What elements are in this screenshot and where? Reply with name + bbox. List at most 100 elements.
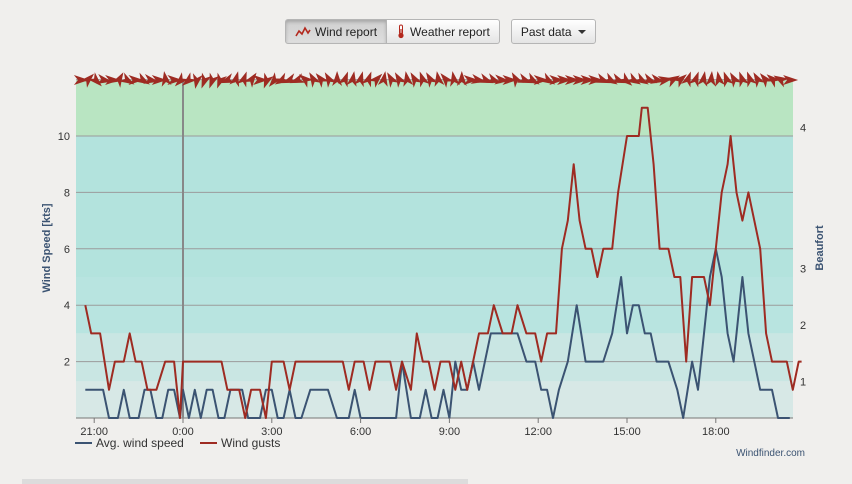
wind-arrow-icon <box>649 74 666 84</box>
wind-arrow-icon <box>410 72 423 88</box>
y-axis-title: Wind Speed [kts] <box>41 203 53 292</box>
arrow-shape <box>289 73 306 84</box>
arrow-shape <box>111 72 124 88</box>
arrow-shape <box>580 75 596 85</box>
wind-arrow-icon <box>456 71 467 86</box>
arrow-shape <box>299 74 314 88</box>
arrow-shape <box>201 72 212 89</box>
x-tick-label: 6:00 <box>350 426 371 438</box>
wind-arrow-icon <box>434 71 445 87</box>
arrow-shape <box>664 75 680 88</box>
band-3 <box>76 136 793 277</box>
wind-arrow-icon <box>539 72 556 85</box>
wind-arrow-icon <box>494 74 510 85</box>
arrow-shape <box>681 71 691 88</box>
arrow-shape <box>773 75 789 88</box>
wind-arrow-icon <box>192 73 203 89</box>
wind-arrow-icon <box>580 75 596 85</box>
wind-arrow-icon <box>299 74 314 88</box>
arrow-shape <box>79 73 95 88</box>
arrow-shape <box>219 73 236 84</box>
wind-arrow-icon <box>201 72 212 89</box>
wind-arrow-icon <box>346 71 357 87</box>
arrow-shape <box>338 71 348 88</box>
series-lines <box>84 106 802 419</box>
beaufort-tick-label: 1 <box>800 376 806 388</box>
arrow-shape <box>485 73 502 84</box>
band-1 <box>76 333 793 382</box>
report-tabs: Wind report Weather report <box>285 19 500 44</box>
arrow-shape <box>119 72 135 85</box>
wind-arrow-icon <box>783 75 799 85</box>
wind-arrow-icon <box>368 73 383 88</box>
arrow-shape <box>426 72 438 88</box>
wind-arrow-icon <box>354 71 364 88</box>
arrow-shape <box>649 74 666 84</box>
arrow-shape <box>697 71 708 87</box>
wind-arrow-icon <box>773 75 789 88</box>
arrow-shape <box>715 71 725 87</box>
arrow-shape <box>511 72 524 88</box>
wind-arrow-icon <box>697 71 708 87</box>
weather-report-button[interactable]: Weather report <box>387 19 500 44</box>
wind-arrow-icon <box>219 73 236 84</box>
wind-arrow-icon <box>440 73 454 88</box>
arrow-shape <box>354 71 364 88</box>
arrow-shape <box>192 73 203 89</box>
beaufort-tick-label: 2 <box>800 320 806 332</box>
wind-arrow-icon <box>394 72 407 88</box>
wind-arrow-icon <box>723 71 734 88</box>
arrow-shape <box>739 71 750 88</box>
wind-arrow-icon <box>174 72 189 87</box>
wind-arrow-icon <box>426 72 438 88</box>
arrow-shape <box>410 72 423 88</box>
arrow-shape <box>268 72 283 87</box>
legend-label-gust: Wind gusts <box>221 436 280 450</box>
arrow-shape <box>209 72 220 89</box>
arrow-shape <box>105 75 121 85</box>
wind-arrow-icon <box>253 75 269 85</box>
wind-arrow-icon <box>105 75 121 85</box>
arrow-shape <box>440 73 454 88</box>
arrow-shape <box>564 75 580 85</box>
arrow-shape <box>315 73 330 88</box>
arrow-shape <box>672 74 687 88</box>
arrow-shape <box>263 72 274 89</box>
arrow-shape <box>494 74 510 85</box>
wind-arrow-icon <box>419 71 430 88</box>
arrow-shape <box>705 71 716 87</box>
wind-arrow-icon <box>324 72 337 88</box>
y-tick-label: 4 <box>64 300 70 312</box>
arrow-shape <box>128 75 144 85</box>
thermometer-icon <box>398 24 404 39</box>
arrow-shape <box>723 71 734 88</box>
wind-arrow-icon <box>688 71 699 88</box>
past-data-dropdown[interactable]: Past data <box>510 19 596 44</box>
wind-arrow-icon <box>79 73 95 88</box>
wind-arrow-icon <box>236 71 247 88</box>
arrow-shape <box>346 71 357 87</box>
wind-arrow-icon <box>182 72 197 86</box>
arrow-shape <box>588 75 604 85</box>
wind-arrow-icon <box>309 72 322 88</box>
arrow-shape <box>182 72 197 86</box>
wind-arrow-icon <box>463 75 479 85</box>
wind-report-label: Wind report <box>315 24 378 39</box>
wind-arrow-icon <box>485 73 502 84</box>
caret-down-icon <box>577 29 586 34</box>
wind-arrow-icon <box>557 75 573 85</box>
wind-arrow-icon <box>229 71 240 88</box>
arrow-shape <box>309 72 322 88</box>
wind-arrow-icon <box>715 71 725 87</box>
arrow-shape <box>463 75 479 85</box>
arrow-shape <box>557 75 573 85</box>
arrow-shape <box>753 72 766 88</box>
scrollbar-track[interactable] <box>22 479 468 484</box>
wind-arrow-icon <box>377 71 388 87</box>
wind-arrow-icon <box>217 72 227 89</box>
x-tick-label: 15:00 <box>613 426 641 438</box>
wind-arrow-icon <box>588 75 604 85</box>
arrow-shape <box>161 71 172 87</box>
credit-text: Windfinder.com <box>736 448 805 459</box>
wind-report-button[interactable]: Wind report <box>285 19 388 44</box>
